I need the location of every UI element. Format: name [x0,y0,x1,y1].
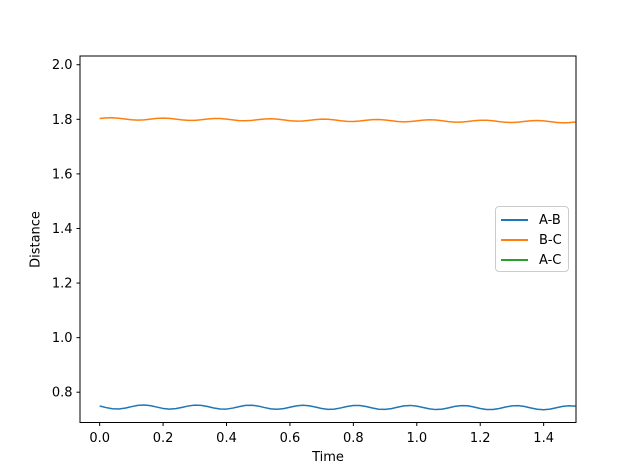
legend-line-swatch [501,239,528,241]
y-tick-label: 1.4 [52,222,73,237]
legend-label: A-B [539,212,561,228]
legend: A-B B-C A-C [495,206,569,272]
y-tick-label: 1.6 [52,167,73,182]
x-tick-label: 0.0 [89,431,110,446]
legend-label: B-C [539,232,562,248]
y-tick-label: 2.0 [52,58,73,73]
x-tick-label: 0.2 [153,431,174,446]
series-line-A-B [99,404,576,411]
y-tick-label: 1.0 [52,331,73,346]
y-tick-label: 1.8 [52,113,73,128]
plot-border [79,55,577,423]
x-tick-label: 0.6 [280,431,301,446]
x-tick-label: 0.4 [216,431,237,446]
y-axis-label: Distance [29,211,44,268]
x-tick-label: 0.8 [343,431,364,446]
y-tick-label: 0.8 [52,386,73,401]
series-line-B-C [99,117,576,124]
legend-item: B-C [496,230,568,250]
x-tick-label: 1.2 [470,431,491,446]
legend-line-swatch [501,259,528,261]
x-axis-label: Time [311,450,344,465]
legend-label: A-C [539,252,562,268]
legend-item: A-B [496,210,568,230]
legend-line-swatch [501,219,528,221]
x-tick-label: 1.0 [406,431,427,446]
x-tick-label: 1.4 [533,431,554,446]
y-tick-label: 1.2 [52,277,73,292]
legend-item: A-C [496,250,568,270]
